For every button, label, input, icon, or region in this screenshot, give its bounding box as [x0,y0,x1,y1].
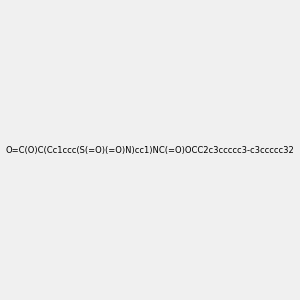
Text: O=C(O)C(Cc1ccc(S(=O)(=O)N)cc1)NC(=O)OCC2c3ccccc3-c3ccccc32: O=C(O)C(Cc1ccc(S(=O)(=O)N)cc1)NC(=O)OCC2… [6,146,294,154]
